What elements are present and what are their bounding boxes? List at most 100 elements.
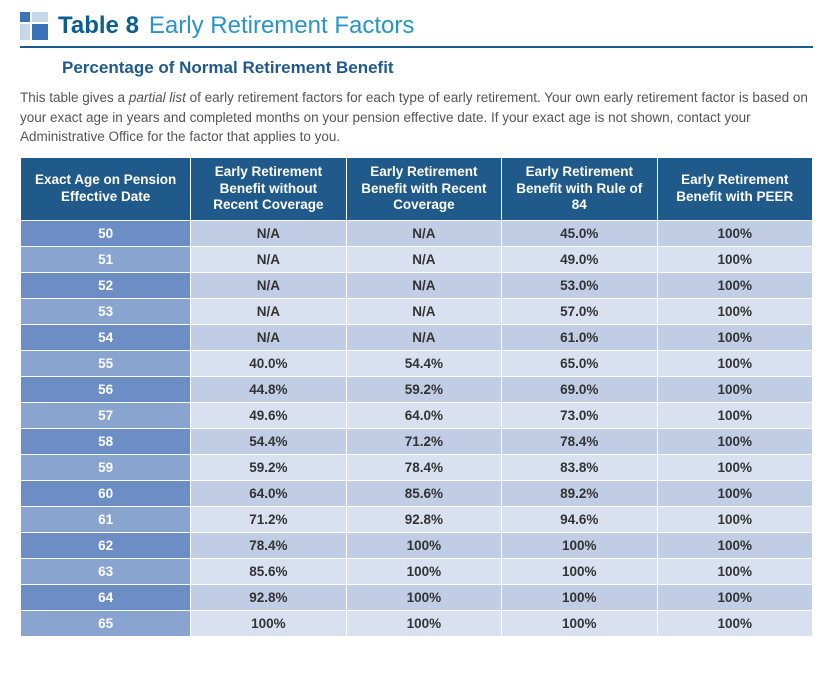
- cell-peer: 100%: [658, 559, 812, 584]
- cell-no-recent: 78.4%: [191, 533, 345, 558]
- cell-rule84: 100%: [502, 533, 656, 558]
- cell-no-recent: 49.6%: [191, 403, 345, 428]
- table-subtitle: Percentage of Normal Retirement Benefit: [62, 58, 813, 78]
- table-row: 5540.0%54.4%65.0%100%: [21, 351, 812, 376]
- cell-age: 58: [21, 429, 190, 454]
- cell-age: 64: [21, 585, 190, 610]
- cell-rule84: 100%: [502, 585, 656, 610]
- cell-age: 65: [21, 611, 190, 636]
- table-row: 5959.2%78.4%83.8%100%: [21, 455, 812, 480]
- cell-age: 62: [21, 533, 190, 558]
- table-header-row: Exact Age on Pension Effective Date Earl…: [21, 158, 812, 221]
- cell-recent: 85.6%: [347, 481, 501, 506]
- cell-rule84: 100%: [502, 611, 656, 636]
- title-row: Table 8 Early Retirement Factors: [20, 12, 813, 48]
- cell-no-recent: 100%: [191, 611, 345, 636]
- table-row: 6385.6%100%100%100%: [21, 559, 812, 584]
- table-row: 53N/AN/A57.0%100%: [21, 299, 812, 324]
- cell-recent: 78.4%: [347, 455, 501, 480]
- table-row: 5854.4%71.2%78.4%100%: [21, 429, 812, 454]
- col-header-recent: Early Retirement Benefit with Recent Cov…: [347, 158, 501, 221]
- cell-rule84: 89.2%: [502, 481, 656, 506]
- cell-peer: 100%: [658, 533, 812, 558]
- cell-no-recent: 85.6%: [191, 559, 345, 584]
- cell-rule84: 65.0%: [502, 351, 656, 376]
- cell-rule84: 57.0%: [502, 299, 656, 324]
- table-row: 6064.0%85.6%89.2%100%: [21, 481, 812, 506]
- cell-recent: 59.2%: [347, 377, 501, 402]
- cell-age: 53: [21, 299, 190, 324]
- cell-rule84: 73.0%: [502, 403, 656, 428]
- cell-no-recent: 40.0%: [191, 351, 345, 376]
- table-row: 6492.8%100%100%100%: [21, 585, 812, 610]
- table-row: 51N/AN/A49.0%100%: [21, 247, 812, 272]
- cell-rule84: 94.6%: [502, 507, 656, 532]
- cell-recent: 100%: [347, 611, 501, 636]
- cell-rule84: 69.0%: [502, 377, 656, 402]
- cell-no-recent: 64.0%: [191, 481, 345, 506]
- table-row: 54N/AN/A61.0%100%: [21, 325, 812, 350]
- cell-recent: N/A: [347, 299, 501, 324]
- cell-rule84: 53.0%: [502, 273, 656, 298]
- table-row: 65100%100%100%100%: [21, 611, 812, 636]
- retirement-factors-table: Exact Age on Pension Effective Date Earl…: [20, 157, 813, 638]
- cell-no-recent: 59.2%: [191, 455, 345, 480]
- cell-recent: 100%: [347, 559, 501, 584]
- col-header-rule84: Early Retirement Benefit with Rule of 84: [502, 158, 656, 221]
- cell-recent: N/A: [347, 325, 501, 350]
- cell-peer: 100%: [658, 403, 812, 428]
- table-row: 5644.8%59.2%69.0%100%: [21, 377, 812, 402]
- cell-peer: 100%: [658, 221, 812, 246]
- cell-age: 51: [21, 247, 190, 272]
- cell-peer: 100%: [658, 507, 812, 532]
- cell-rule84: 45.0%: [502, 221, 656, 246]
- cell-rule84: 100%: [502, 559, 656, 584]
- cell-recent: 100%: [347, 585, 501, 610]
- cell-no-recent: N/A: [191, 325, 345, 350]
- cell-peer: 100%: [658, 273, 812, 298]
- cell-rule84: 49.0%: [502, 247, 656, 272]
- cell-peer: 100%: [658, 611, 812, 636]
- cell-no-recent: 71.2%: [191, 507, 345, 532]
- cell-no-recent: N/A: [191, 221, 345, 246]
- table-row: 50N/AN/A45.0%100%: [21, 221, 812, 246]
- cell-recent: N/A: [347, 273, 501, 298]
- cell-age: 61: [21, 507, 190, 532]
- cell-peer: 100%: [658, 247, 812, 272]
- col-header-no-recent: Early Retirement Benefit without Recent …: [191, 158, 345, 221]
- table-row: 52N/AN/A53.0%100%: [21, 273, 812, 298]
- cell-age: 52: [21, 273, 190, 298]
- table-title: Early Retirement Factors: [149, 12, 414, 40]
- cell-peer: 100%: [658, 429, 812, 454]
- cell-peer: 100%: [658, 377, 812, 402]
- cell-rule84: 61.0%: [502, 325, 656, 350]
- table-body: 50N/AN/A45.0%100%51N/AN/A49.0%100%52N/AN…: [21, 221, 812, 636]
- intro-pre: This table gives a: [20, 90, 129, 105]
- cell-age: 55: [21, 351, 190, 376]
- col-header-peer: Early Retirement Benefit with PEER: [658, 158, 812, 221]
- table-row: 6278.4%100%100%100%: [21, 533, 812, 558]
- cell-recent: 92.8%: [347, 507, 501, 532]
- cell-recent: N/A: [347, 247, 501, 272]
- cell-no-recent: N/A: [191, 299, 345, 324]
- cell-peer: 100%: [658, 351, 812, 376]
- cell-no-recent: N/A: [191, 247, 345, 272]
- cell-age: 57: [21, 403, 190, 428]
- cell-age: 63: [21, 559, 190, 584]
- table-icon: [20, 12, 48, 40]
- cell-age: 60: [21, 481, 190, 506]
- table-row: 5749.6%64.0%73.0%100%: [21, 403, 812, 428]
- cell-rule84: 83.8%: [502, 455, 656, 480]
- cell-no-recent: N/A: [191, 273, 345, 298]
- cell-rule84: 78.4%: [502, 429, 656, 454]
- cell-age: 56: [21, 377, 190, 402]
- cell-peer: 100%: [658, 325, 812, 350]
- table-number: Table 8: [58, 12, 139, 40]
- col-header-age: Exact Age on Pension Effective Date: [21, 158, 190, 221]
- intro-text: This table gives a partial list of early…: [20, 88, 813, 147]
- cell-no-recent: 92.8%: [191, 585, 345, 610]
- cell-peer: 100%: [658, 455, 812, 480]
- cell-recent: 54.4%: [347, 351, 501, 376]
- table-row: 6171.2%92.8%94.6%100%: [21, 507, 812, 532]
- intro-em: partial list: [129, 90, 186, 105]
